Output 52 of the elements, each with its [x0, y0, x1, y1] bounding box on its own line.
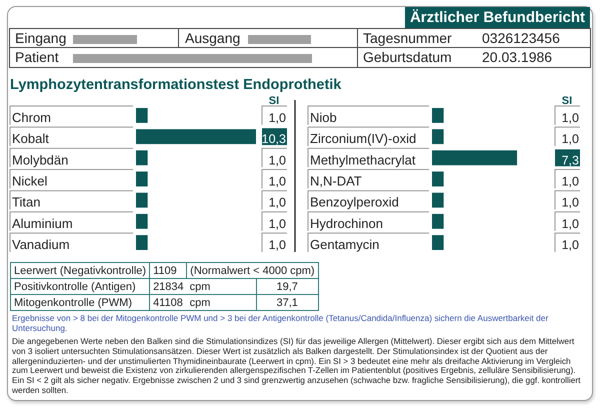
data-label: 1,0: [562, 196, 580, 210]
y-tick-label: Zirconium(IV)-oxid: [310, 131, 416, 146]
text: Patient: [15, 49, 59, 65]
data-label: 1,0: [562, 110, 580, 125]
text: cpm: [186, 278, 256, 294]
y-tick-label: Vanadium: [12, 237, 70, 252]
text: Eingang: [15, 30, 66, 46]
x-axis-title: SI: [268, 95, 280, 107]
y-tick-label: Niob: [310, 110, 337, 125]
data-label: 7,3: [562, 153, 580, 168]
text: 41108: [150, 294, 187, 310]
y-tick-label: Gentamycin: [310, 237, 380, 252]
y-tick-label: N,N-DAT: [310, 173, 362, 188]
x-axis-title: SI: [562, 95, 572, 107]
data-label: 1,0: [562, 238, 580, 252]
y-tick-label: Benzoylperoxid: [310, 194, 399, 210]
text: Mitogenkontrolle (PWM): [10, 294, 150, 310]
text: Tagesnummer: [363, 30, 452, 46]
y-tick-label: Molybdän: [12, 152, 68, 168]
text: Die angegebenen Werte neben den Balken sind die Stimulationsindizes (SI) für das jeweilige Allergen (Mittelwert). Dieser ergibt sich aus dem Mittelwert von 3 isoliert untersuchten Stimulationsansätzen. Dieser Wert ist zusätzlich als Balken dargestellt. Der Stimulationsindex ist der Quotient aus der allergeninduzierten- und der unstimulierten Thymidineinbaurate (Leerwert in cpm). Ein SI > 3 bedeutet eine mehr als dreifache Aktivierung im Vergleich zum Leerwert und beweist die Existenz von zirkulierenden allergenspezifischen T-Zellen im Patientenblut (positives Ergebnis, zelluläre Sensibilisierung). Ein SI < 2 gilt als sicher negativ. Ergebnisse zwischen 2 und 3 sind grenzwertig anzusehen (schwache bzw. fragliche Sensibilisierung), die ggf. kontrolliert werden sollten.: [12, 336, 582, 396]
data-label: 1,0: [268, 238, 286, 252]
data-label: 1,0: [268, 110, 286, 125]
text: 21834: [150, 278, 187, 294]
y-tick-label: Kobalt: [12, 131, 50, 146]
text: (Normalwert < 4000 cpm): [186, 262, 318, 278]
y-tick-label: Titan: [12, 194, 40, 210]
text: Ärztlicher Befundbericht: [404, 7, 590, 28]
data-label: 1,0: [268, 174, 286, 188]
text: 0326123456: [482, 30, 560, 46]
y-tick-label: Hydrochinon: [310, 216, 383, 231]
data-label: 10,3: [262, 132, 286, 146]
y-tick-label: Aluminium: [12, 216, 73, 231]
text: Leerwert (Negativkontrolle): [10, 262, 150, 278]
data-label: 1,0: [562, 132, 580, 146]
chart-title: Lymphozytentransformationstest Endoprothetik: [10, 77, 342, 93]
text: Positivkontrolle (Antigen): [10, 278, 150, 294]
text: 19,7: [256, 278, 318, 294]
text: Geburtsdatum: [363, 49, 452, 65]
text: Ergebnisse von > 8 bei der Mitogenkontrolle PWM und > 3 bei der Antigenkontrolle (Tetanus/Candida/Influenza) sichern die Auswertbarkeit der Untersuchung.: [12, 313, 550, 333]
text: 1109: [150, 262, 187, 278]
data-label: 1,0: [562, 216, 580, 231]
text: cpm: [186, 294, 256, 310]
text: Ausgang: [185, 30, 240, 46]
text: 37,1: [256, 294, 318, 310]
data-label: 1,0: [268, 196, 286, 210]
data-label: 1,0: [268, 216, 286, 231]
y-tick-label: Methylmethacrylat: [310, 152, 416, 168]
y-tick-label: Chrom: [12, 110, 52, 125]
data-label: 1,0: [268, 153, 286, 168]
y-tick-label: Nickel: [12, 173, 48, 188]
text: 20.03.1986: [482, 49, 552, 65]
data-label: 1,0: [562, 174, 580, 188]
